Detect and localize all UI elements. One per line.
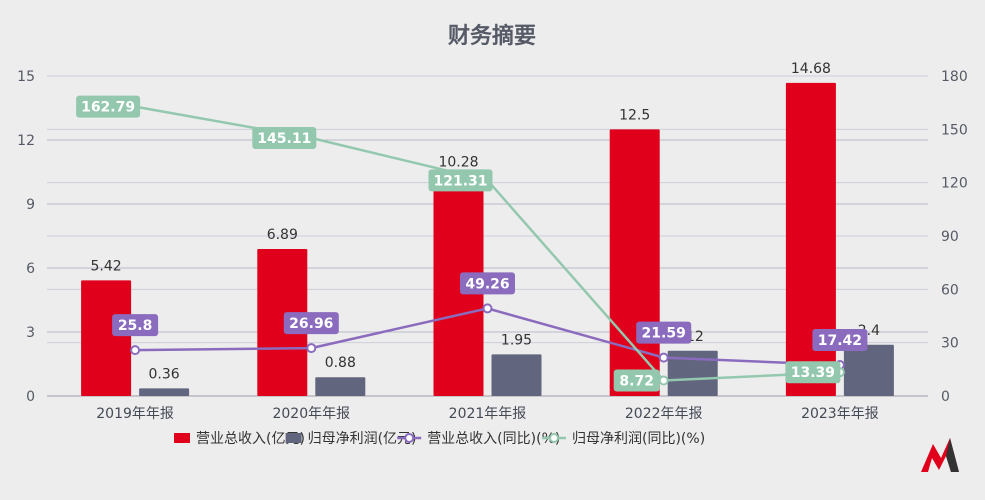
bars: [81, 82, 894, 397]
chart-title: 财务摘要: [448, 23, 536, 49]
legend-label: 归母净利润(亿元): [308, 430, 417, 447]
right-tick-label: 0: [941, 389, 950, 405]
line-labels: 25.8 26.96 49.26 21.59 17.42 162.79 145.11 121.…: [76, 95, 868, 392]
line-point: [306, 343, 317, 354]
line-label-box: [460, 272, 515, 295]
x-tick-label: 2022年年报: [625, 406, 703, 422]
line-label-box: [785, 361, 841, 384]
bar-net-profit: [843, 344, 894, 396]
legend-swatch: [174, 433, 190, 443]
left-tick-label: 12: [17, 133, 35, 149]
line-point: [482, 303, 493, 314]
right-tick-label: 90: [941, 229, 959, 245]
line-label-box: [283, 312, 339, 335]
line-label-box: [812, 329, 868, 352]
legend-label: 归母净利润(同比)(%): [572, 430, 705, 447]
bar-value-label: 10.28: [438, 155, 478, 171]
bar-net-profit: [491, 354, 542, 396]
x-tick-label: 2023年年报: [801, 406, 879, 422]
line-label-box: [636, 321, 692, 344]
bar-value-label: 6.89: [267, 227, 298, 243]
right-tick-label: 120: [941, 176, 968, 192]
line-revenue-yoy: [135, 307, 840, 367]
line-value-label: 162.79: [81, 100, 135, 116]
left-tick-label: 6: [26, 261, 35, 277]
bar-value-label: 0.88: [325, 355, 356, 371]
line-value-label: 21.59: [642, 326, 686, 342]
legend: 营业总收入(亿元) 归母净利润(亿元) 营业总收入(同比)(%) 归母净利润(同比)(…: [174, 430, 705, 447]
line-value-label: 8.72: [619, 373, 654, 389]
left-tick-label: 3: [26, 325, 35, 341]
line-value-label: 26.96: [289, 316, 333, 332]
line-value-label: 13.39: [791, 365, 835, 381]
line-profit-yoy: [134, 105, 840, 382]
left-tick-label: 9: [26, 197, 35, 213]
bar-net-profit: [139, 388, 190, 396]
line-value-label: 17.42: [818, 333, 862, 349]
legend-marker: [404, 433, 415, 443]
right-tick-label: 60: [941, 282, 959, 298]
line-point: [130, 345, 141, 356]
bar-revenue: [785, 82, 836, 397]
legend-label: 营业总收入(亿元): [196, 431, 305, 447]
bar-value-label: 14.68: [791, 61, 831, 77]
x-tick-label: 2021年年报: [449, 406, 527, 422]
x-tick-label: 2020年年报: [272, 406, 350, 422]
bar-value-label: 5.42: [91, 258, 122, 274]
line-value-label: 25.8: [118, 318, 153, 334]
line-value-label: 121.31: [433, 173, 487, 189]
line-value-label: 49.26: [465, 276, 509, 292]
bar-value-label: 0.36: [149, 366, 180, 382]
line-point: [658, 352, 669, 363]
bar-revenue: [609, 129, 660, 397]
line-label-box: [613, 369, 660, 392]
brand-logo: [921, 438, 959, 472]
right-tick-label: 150: [941, 122, 968, 138]
bar-revenue: [257, 249, 308, 396]
bar-revenue: [81, 280, 132, 396]
bar-value-label: 1.95: [501, 332, 532, 348]
right-tick-label: 180: [941, 69, 968, 85]
line-label-box: [428, 169, 493, 192]
left-tick-label: 15: [17, 69, 35, 85]
line-value-label: 145.11: [257, 131, 311, 147]
legend-swatch: [285, 433, 302, 443]
grid: [47, 75, 928, 397]
line-point: [658, 375, 669, 386]
line-label-box: [252, 127, 317, 150]
bar-net-profit: [315, 377, 366, 396]
bar-net-profit: [667, 350, 718, 396]
left-tick-label: 0: [26, 389, 35, 405]
x-tick-label: 2019年年报: [96, 406, 174, 422]
bar-value-label: 12.5: [619, 107, 650, 123]
line-label-box: [76, 95, 141, 118]
bar-revenue: [433, 176, 484, 396]
legend-label: 营业总收入(同比)(%): [427, 431, 560, 447]
right-tick-label: 30: [941, 336, 959, 352]
legend-marker: [549, 433, 559, 443]
line-label-box: [112, 314, 159, 337]
